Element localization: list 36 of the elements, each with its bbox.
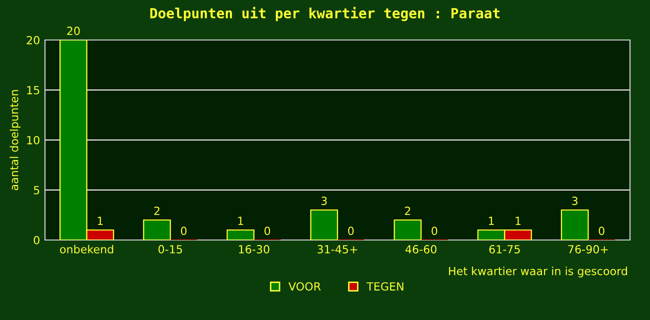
data-label: 0 [180, 226, 187, 236]
x-axis-title: Het kwartier waar in is gescoord [449, 266, 627, 278]
y-tick-label: 20 [26, 36, 40, 44]
y-tick-label: 10 [27, 136, 40, 144]
data-label: 1 [516, 216, 521, 225]
bar [143, 219, 171, 240]
x-tick-label: 46-60 [405, 245, 436, 254]
x-tick-label: 31-45+ [318, 245, 358, 254]
data-label: 2 [404, 206, 410, 215]
x-tick-label: onbekend [60, 244, 114, 254]
y-tick-label: 15 [27, 86, 40, 94]
data-label: 2 [154, 206, 160, 215]
y-tick-label: 0 [34, 236, 40, 244]
y-axis-title: aantal doelpunten [10, 90, 20, 190]
data-label: 1 [488, 216, 494, 225]
legend-label: TEGEN [366, 282, 404, 291]
x-tick-label: 61-75 [489, 245, 520, 254]
data-label: 20 [67, 26, 80, 36]
data-label: 3 [572, 196, 578, 206]
data-label: 0 [432, 226, 438, 236]
data-label: 0 [348, 226, 354, 236]
bar [310, 209, 338, 240]
bar [394, 219, 422, 240]
x-tick-label: 16-30 [239, 245, 270, 254]
bar [226, 229, 254, 240]
chart-title: Doelpunten uit per kwartier tegen : Paraat [150, 6, 500, 22]
legend-label: VOOR [288, 282, 321, 291]
y-tick-label: 5 [34, 186, 40, 194]
data-label: 3 [321, 196, 327, 206]
data-label: 1 [238, 216, 244, 225]
data-label: 1 [98, 216, 103, 225]
data-label: 0 [598, 226, 604, 236]
bar [560, 209, 589, 240]
data-label: 0 [264, 226, 270, 236]
x-tick-label: 0-15 [158, 245, 182, 254]
x-tick-label: 76-90+ [568, 245, 608, 254]
